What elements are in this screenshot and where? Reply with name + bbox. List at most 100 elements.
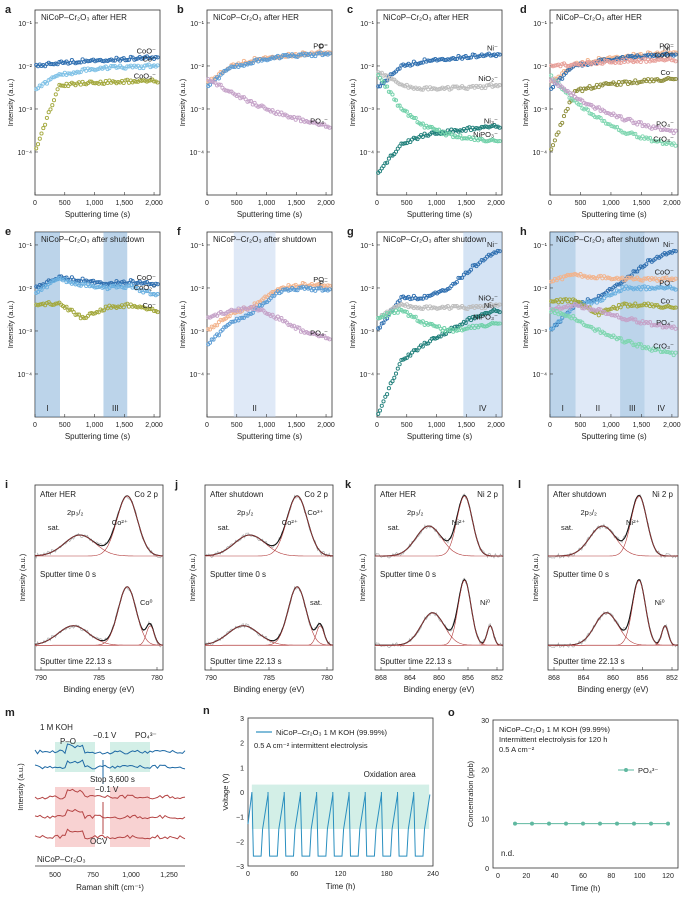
data-point-PO⁻ [598,298,603,303]
data-point-NiPO₃⁻ [383,84,388,89]
data-point-NiPO₃⁻ [386,89,391,94]
voltage-panel: n Oxidation area NiCoP–Cr₂O₃ 1 M KOH (99.9… [203,705,439,891]
data-point-CoO₂⁻ [93,81,98,86]
data-point-P⁻ [231,319,236,324]
data-point-Co⁻ [549,299,554,304]
data-point-Ni⁻ [635,269,640,274]
y-axis-label: Intensity (a.u.) [521,300,530,348]
data-point-PO₄⁻ [290,324,295,329]
series-label: CrO₃⁻ [653,135,674,144]
data-point-CoO₂⁻ [46,110,51,115]
data-point-PO⁻ [567,309,572,314]
data-point-Co⁻ [552,138,557,143]
data-point-PO⁻ [657,52,662,57]
data-point-PO⁻ [642,284,647,289]
data-point-Ni₃⁻ [429,130,434,135]
data-point-PO⁻ [646,50,651,55]
data-point-PO₄⁻ [631,121,636,126]
data-point-CoO₂⁻ [78,82,83,87]
data-point-CoO⁻ [80,276,85,281]
data-point-Ni⁻ [497,249,502,254]
y-tick-label: 10⁻¹ [190,21,204,28]
panel-letter: m [5,707,15,719]
x-axis-label: Sputtering time (s) [581,432,647,441]
data-point-Ni₃⁻ [476,126,481,131]
series-label: PO₄⁻ [656,318,674,327]
x-tick-label: 1,250 [160,872,178,879]
data-point-PO⁻ [594,300,599,305]
data-point-Ni⁻ [488,53,493,58]
data-point-PO₄⁻ [574,96,579,101]
data-point-CoO⁻ [155,55,160,60]
x-tick-label: 120 [662,873,674,880]
data-point-PO⁻ [633,286,638,291]
data-point-CoO⁻ [148,282,153,287]
data-point-Ni⁻ [607,287,612,292]
data-point-CoO⁻ [569,272,574,277]
data-point-CoO₂⁻ [35,142,41,147]
data-point-Ni₃⁻ [420,344,425,349]
data-point-PO₄⁻ [600,309,605,315]
y-axis-label: Intensity (a.u.) [18,553,27,601]
y-tick-label: 10⁻⁴ [190,372,205,379]
series-label: PO⁻ [659,42,674,51]
data-point-NiO₂⁻ [404,302,409,307]
data-point-CrO₃⁻ [614,125,620,130]
data-point-NiPO₃⁻ [495,321,500,326]
y-tick-label: 10⁻¹ [190,243,204,250]
data-point-CoO⁻ [139,281,144,286]
data-point-NiPO₃⁻ [477,136,483,142]
x-axis-label: Raman shift (cm⁻¹) [76,883,144,892]
data-point-CoO⁻ [649,58,654,63]
x-tick-label: 864 [404,675,416,682]
series-label: CoO⁻ [655,50,674,59]
data-point-P⁻ [291,287,296,292]
data-point-CoO⁻ [673,276,678,281]
data-point-Co⁻ [658,78,663,84]
data-point-Ni₃⁻ [376,411,381,416]
data-point-CrO₃⁻ [613,125,618,130]
data-point-Co⁻ [622,79,627,84]
x-tick-label: 2,000 [145,200,163,207]
data-point-Ni⁻ [442,288,447,293]
data-point-Co⁻ [636,80,642,85]
data-point-CrO₃⁻ [658,349,663,354]
data-point-Ni₃⁻ [402,141,408,146]
x-tick-label: 500 [231,422,243,429]
x-tick-label: 0 [375,200,379,207]
data-point-Ni⁻ [381,320,386,325]
core-level-label: Co 2 p [134,490,158,499]
y-axis-label: Intensity (a.u.) [188,553,197,601]
data-point-PO⁻ [616,55,621,60]
data-point-CoO₂⁻ [121,285,126,290]
data-point-NiPO₃⁻ [401,108,406,113]
x-tick-label: 790 [205,675,217,682]
x-tick-label: 856 [462,675,474,682]
spectrum-bottom [375,578,503,646]
panel-title: NiCoP–Cr₂O₃ after shutdown [213,235,316,244]
y-tick-label: 10⁻² [18,64,32,71]
data-point-PO₄⁻ [576,303,581,309]
data-point-PO⁻ [618,288,623,293]
x-tick-label: 1,500 [288,200,306,207]
data-point-CoO⁻ [664,275,669,280]
data-point-CrO₃⁻ [625,131,631,136]
data-point-Co⁻ [666,75,671,81]
x-tick-label: 868 [375,675,387,682]
data-point-CoO⁻ [582,273,587,278]
data-point-CrO₃⁻ [574,318,579,323]
data-point-P⁻ [315,286,320,291]
data-point-CoO⁻ [651,58,656,63]
x-tick-label: 0 [375,422,379,429]
data-point-CoO⁻ [57,274,62,279]
data-point-CrO₃⁻ [554,309,559,314]
panel-title: NiCoP–Cr₂O₃ after shutdown [41,235,144,244]
peak-annotation: Co²⁺ [112,518,128,527]
data-point-Ni⁻ [467,55,472,60]
data-point-Co⁻ [618,305,623,310]
data-point-Ni⁻ [397,298,402,303]
fit-component [35,495,164,557]
data-point-NiPO₃⁻ [393,98,399,103]
x-tick-label: 785 [263,675,275,682]
